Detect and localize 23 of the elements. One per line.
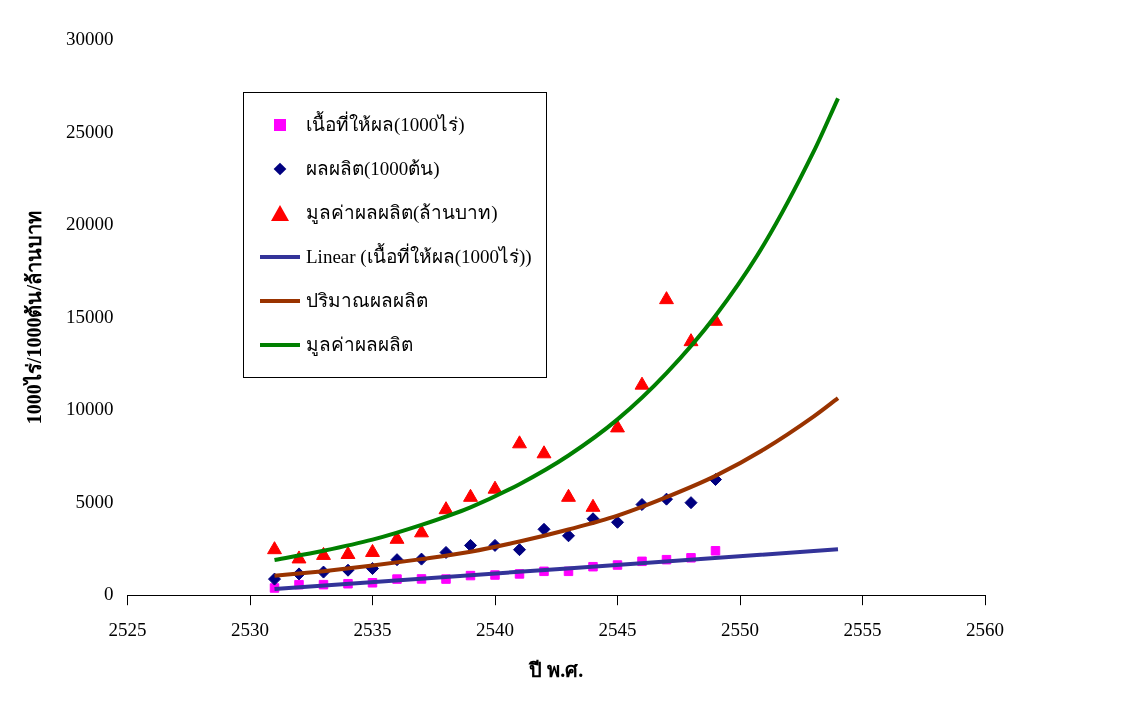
legend-label: เนื้อที่ให้ผล(1000ไร่): [306, 113, 465, 137]
legend-label: มูลค่าผลผลิต: [306, 333, 413, 357]
x-tick-label: 2555: [843, 618, 882, 640]
legend-label: ผลผลิต(1000ต้น): [306, 157, 440, 181]
y-tick-label: 0: [104, 583, 114, 605]
y-tick-label: 5000: [75, 490, 114, 512]
x-tick-label: 2525: [108, 618, 147, 640]
x-axis-title: ปี พ.ศ.: [528, 659, 584, 682]
legend-label: Linear (เนื้อที่ให้ผล(1000ไร่)): [306, 245, 532, 269]
x-tick-label: 2545: [598, 618, 637, 640]
x-tick-label: 2560: [966, 618, 1004, 640]
y-tick-label: 25000: [66, 120, 114, 142]
y-tick-label: 15000: [66, 305, 114, 327]
y-axis-title: 1000ไร่/1000ต้น/ล้านบาท: [22, 211, 46, 425]
y-tick-label: 20000: [66, 213, 114, 235]
legend-label: มูลค่าผลผลิต(ล้านบาท): [306, 201, 498, 225]
y-tick-label: 10000: [66, 398, 114, 420]
x-tick-label: 2535: [353, 618, 392, 640]
x-tick-label: 2540: [476, 618, 514, 640]
x-tick-label: 2530: [231, 618, 269, 640]
legend-label: ปริมาณผลผลิต: [306, 289, 428, 313]
x-tick-label: 2550: [721, 618, 759, 640]
y-tick-label: 30000: [66, 27, 114, 49]
